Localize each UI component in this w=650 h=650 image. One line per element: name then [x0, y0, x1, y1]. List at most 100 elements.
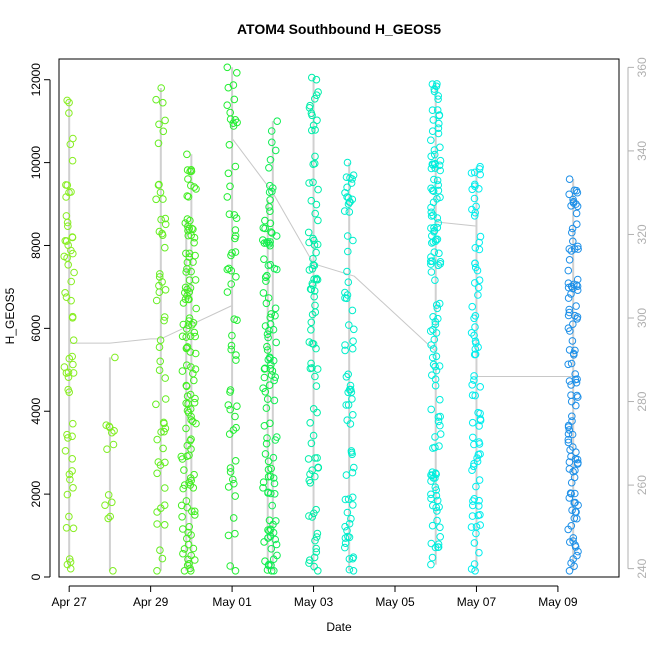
data-point [428, 186, 437, 195]
data-point [427, 560, 435, 569]
data-point [428, 127, 437, 135]
data-point [471, 279, 479, 287]
data-point [183, 192, 191, 200]
data-point [428, 471, 437, 480]
data-point [177, 452, 186, 461]
data-point [153, 435, 161, 444]
data-point [305, 238, 313, 247]
data-point [229, 81, 238, 89]
data-point [262, 404, 271, 412]
data-point [436, 421, 444, 430]
data-point [311, 126, 319, 134]
data-point [183, 361, 191, 370]
data-point [469, 497, 477, 505]
data-point [227, 345, 235, 354]
data-point [182, 333, 190, 341]
data-point [191, 394, 199, 403]
data-point [190, 376, 198, 385]
data-point [572, 281, 581, 289]
data-point [474, 291, 482, 299]
data-point [310, 292, 319, 301]
data-point [432, 329, 441, 337]
data-point [348, 344, 357, 353]
data-point [345, 565, 354, 574]
data-point [564, 294, 573, 302]
data-point [223, 101, 231, 109]
data-point [264, 472, 273, 481]
data-point [430, 335, 439, 344]
data-point [572, 209, 581, 218]
data-point [428, 106, 437, 114]
data-point [345, 198, 354, 206]
data-point [312, 91, 321, 99]
data-point [161, 286, 170, 294]
data-point [427, 490, 435, 499]
data-point [185, 317, 193, 325]
data-point [312, 548, 321, 556]
x-axis-label: Date [326, 620, 352, 634]
data-point [310, 553, 319, 562]
data-point [349, 567, 358, 575]
plot-frame [58, 58, 620, 578]
data-point [229, 122, 238, 130]
data-point [159, 127, 168, 136]
data-point [233, 402, 241, 411]
data-point [314, 216, 322, 225]
data-point [185, 523, 193, 531]
data-point [572, 401, 580, 410]
data-point [224, 531, 233, 540]
data-point [230, 479, 238, 488]
data-point [428, 468, 437, 477]
data-point [63, 560, 72, 569]
data-point [268, 501, 277, 510]
data-point [227, 280, 235, 288]
data-point [345, 208, 354, 216]
data-point [343, 158, 352, 167]
data-point [574, 501, 582, 510]
data-point [573, 202, 582, 211]
data-point [469, 433, 477, 442]
data-point [271, 311, 279, 320]
data-point [344, 401, 353, 409]
data-point [64, 241, 72, 249]
data-point [312, 75, 321, 84]
data-point [187, 416, 195, 424]
data-point [309, 121, 318, 130]
data-point [565, 175, 574, 183]
data-point [152, 95, 160, 104]
data-point [186, 284, 195, 292]
data-point [348, 493, 357, 502]
data-point [155, 273, 164, 281]
data-point [264, 294, 273, 302]
y-axis-label: H_GEOS5 [3, 287, 17, 344]
data-point [310, 287, 319, 295]
data-point [571, 370, 580, 378]
data-point [564, 283, 573, 292]
data-point [67, 277, 75, 286]
data-point [228, 331, 236, 340]
data-point [427, 494, 435, 503]
data-point [101, 501, 109, 510]
data-point [312, 382, 321, 390]
data-point [468, 512, 477, 520]
data-point [266, 196, 274, 204]
data-point [346, 385, 355, 394]
data-point [106, 512, 114, 521]
data-point [187, 267, 195, 276]
data-point [233, 316, 241, 325]
data-point [349, 553, 358, 562]
data-point [573, 220, 581, 228]
data-point [468, 391, 477, 400]
data-point [267, 545, 276, 553]
data-point [264, 238, 272, 246]
data-point [187, 181, 195, 190]
data-point [569, 537, 577, 545]
data-point [341, 288, 349, 297]
data-point [69, 369, 78, 377]
data-point [109, 440, 118, 449]
data-point [185, 560, 193, 568]
data-point [61, 447, 70, 455]
data-point [427, 341, 435, 349]
data-point [226, 468, 235, 476]
data-point [430, 175, 438, 184]
